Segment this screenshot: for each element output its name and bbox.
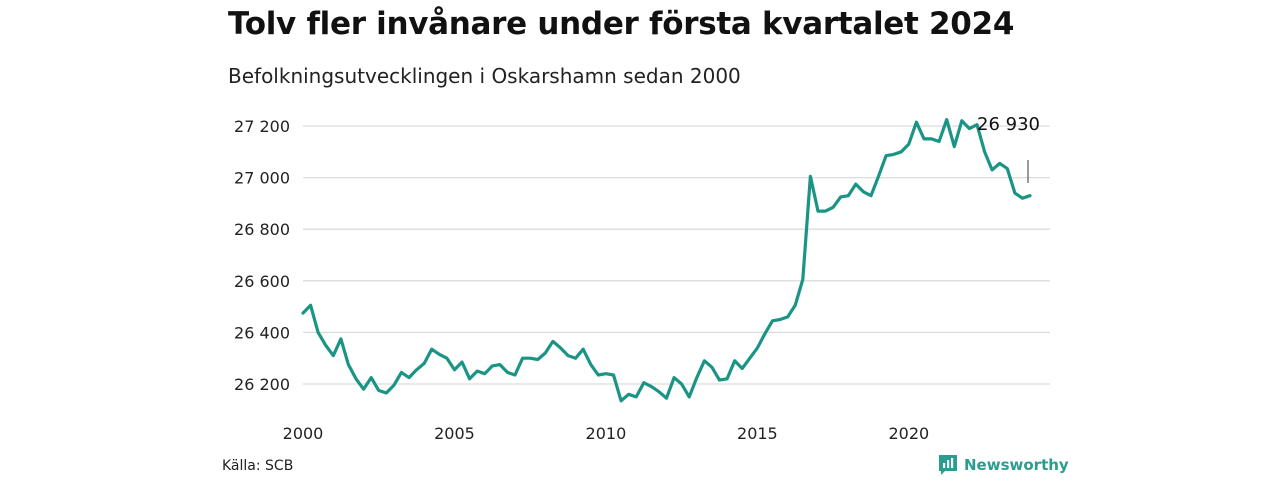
y-tick-label: 26 600: [234, 272, 290, 291]
series-line: [301, 117, 1032, 403]
y-tick-label: 26 200: [234, 375, 290, 394]
annotation: 26 930: [977, 114, 1040, 183]
brand-name: Newsworthy: [964, 456, 1069, 474]
brand-logo: Newsworthy: [938, 454, 1069, 476]
x-tick-label: 2015: [737, 424, 778, 443]
x-tick-label: 2005: [434, 424, 475, 443]
y-tick-label: 26 800: [234, 220, 290, 239]
y-tick-label: 26 400: [234, 323, 290, 342]
y-tick-label: 27 200: [234, 117, 290, 136]
y-tick-label: 27 000: [234, 169, 290, 188]
chart-title: Tolv fler invånare under första kvartale…: [228, 6, 1015, 42]
y-axis: 26 200 26 400 26 600 26 800 27 000 27 200: [234, 117, 290, 394]
newsworthy-logo-icon: [939, 455, 957, 475]
x-tick-label: 2000: [283, 424, 324, 443]
x-tick-label: 2020: [888, 424, 929, 443]
source-note: Källa: SCB: [222, 458, 294, 474]
x-tick-label: 2010: [586, 424, 627, 443]
annotation-label: 26 930: [977, 114, 1040, 135]
grid-lines: [303, 125, 1050, 385]
chart-subtitle: Befolkningsutvecklingen i Oskarshamn sed…: [228, 64, 741, 88]
x-axis: 2000 2005 2010 2015 2020: [283, 424, 930, 443]
